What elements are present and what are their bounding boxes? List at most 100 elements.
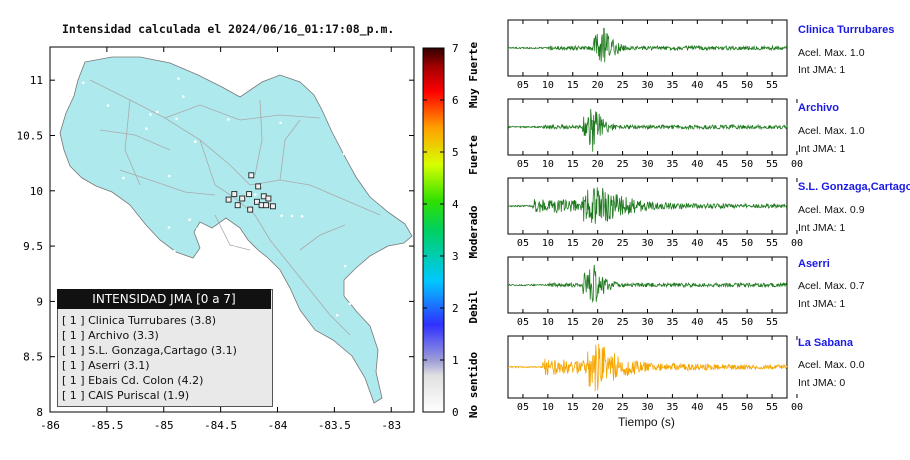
wave-tick-label: 15: [567, 159, 579, 170]
x-tick-label: -83.5: [318, 419, 351, 432]
map-x-axis: -86 -85.5 -85 -84.5 -84 -83.5 -83: [40, 47, 401, 432]
wave-tick-label: 15: [567, 402, 579, 413]
town-dot: [352, 152, 355, 156]
wave-tick-label: 30: [641, 402, 653, 413]
wave-tick-label: 50: [741, 317, 753, 328]
road: [249, 179, 381, 216]
town-dot: [122, 176, 125, 180]
waveform-panel: 05 10 15 20 25 30 35 40 45 50 55: [507, 256, 788, 328]
wave-tick-label: 45: [716, 238, 728, 249]
station-marker: [247, 206, 254, 213]
wave-tick-label: 45: [716, 317, 728, 328]
town-dot: [364, 105, 367, 109]
wave-tick-label: 10: [542, 402, 554, 413]
town-dot: [155, 110, 159, 114]
road: [214, 214, 251, 251]
wave-tick-label: 00: [791, 238, 803, 249]
wave-tick-label: 40: [691, 80, 703, 91]
wave-tick-label: 10: [542, 238, 554, 249]
wave-tick-label: 25: [617, 238, 629, 249]
y-tick-label: 9.5: [23, 240, 43, 253]
wave-tick-label: 55: [766, 317, 778, 328]
station-markers: [225, 172, 276, 213]
colorbar-tick-label: 3: [452, 250, 459, 263]
town-dot: [95, 210, 98, 213]
wave-tick-label: 30: [641, 159, 653, 170]
station-marker: [246, 191, 253, 198]
road: [89, 79, 251, 186]
town-dot: [335, 313, 339, 317]
station-int: Int JMA: 1: [798, 222, 846, 234]
wave-tick-label: 30: [641, 80, 653, 91]
town-dot: [167, 226, 171, 229]
town-dot: [175, 117, 178, 121]
station-name: Archivo: [798, 102, 839, 114]
waveform-panel: 05 10 15 20 25 30 35 40 45 50 55 00: [507, 98, 803, 170]
station-name: S.L. Gonzaga,Cartago: [798, 181, 910, 193]
station-int: Int JMA: 0: [798, 377, 846, 389]
wave-tick-label: 05: [517, 402, 529, 413]
station-marker: [234, 202, 241, 209]
wave-tick-label: 30: [641, 238, 653, 249]
station-marker: [255, 183, 262, 190]
town-dot: [226, 247, 230, 250]
station-name: Aserri: [798, 258, 830, 270]
wave-tick-label: 50: [741, 402, 753, 413]
station-marker: [265, 195, 272, 202]
town-dot: [145, 127, 148, 130]
legend-row: [ 1 ] S.L. Gonzaga,Cartago (3.1): [62, 344, 237, 357]
station-marker: [225, 196, 232, 203]
wave-tick-label: 00: [791, 402, 803, 413]
station-acel: Acel. Max. 0.9: [798, 204, 865, 216]
town-dot: [280, 214, 283, 218]
wave-tick-label: 45: [716, 159, 728, 170]
wave-tick-label: 40: [691, 402, 703, 413]
waveform-panel: 05 10 15 20 25 30 35 40 45 50 55 00: [507, 335, 803, 413]
wave-tick-label: 35: [666, 238, 678, 249]
town-dot: [173, 249, 176, 253]
wave-tick-label: 05: [517, 317, 529, 328]
costa-rica-land: [59, 56, 413, 404]
road: [119, 169, 216, 196]
station-acel: Acel. Max. 1.0: [798, 125, 865, 137]
road-network: [89, 79, 381, 336]
y-tick-label: 10.5: [17, 129, 44, 142]
town-dot: [182, 95, 185, 98]
wave-tick-label: 45: [716, 80, 728, 91]
town-dot: [106, 104, 110, 107]
waveform-trace: [507, 27, 788, 63]
colorbar-tick-label: 6: [452, 94, 459, 107]
station-marker: [254, 198, 260, 205]
town-dot: [363, 306, 367, 309]
wave-tick-label: 25: [617, 80, 629, 91]
waveform-trace: [507, 264, 788, 303]
wave-tick-label: 25: [617, 159, 629, 170]
wave-tick-label: 05: [517, 80, 529, 91]
map-title: Intensidad calculada el 2024/06/16_01:17…: [62, 22, 395, 36]
wave-tick-label: 20: [592, 402, 604, 413]
wave-tick-label: 55: [766, 402, 778, 413]
wave-tick-label: 30: [641, 317, 653, 328]
legend-row: [ 1 ] CAIS Puriscal (1.9): [62, 389, 190, 402]
town-dot: [353, 77, 357, 81]
wave-tick-label: 15: [567, 317, 579, 328]
road: [164, 104, 321, 121]
x-tick-label: -83: [381, 419, 401, 432]
station-acel: Acel. Max. 0.7: [798, 280, 865, 292]
town-dot: [348, 81, 352, 85]
town-dot: [82, 81, 85, 85]
town-dot: [290, 214, 294, 218]
town-dot: [188, 218, 191, 221]
waveform-trace: [507, 187, 788, 224]
town-dot: [344, 128, 348, 131]
legend-row: [ 1 ] Archivo (3.3): [62, 329, 159, 342]
town-dot: [194, 140, 197, 143]
colorbar-tick-label: 5: [452, 146, 459, 159]
station-int: Int JMA: 1: [798, 143, 846, 155]
wave-tick-label: 20: [592, 159, 604, 170]
town-dot: [129, 235, 132, 238]
station-acel: Acel. Max. 0.0: [798, 359, 865, 371]
town-dot: [239, 93, 242, 96]
legend-title: INTENSIDAD JMA [0 a 7]: [57, 289, 271, 309]
road: [199, 139, 236, 199]
